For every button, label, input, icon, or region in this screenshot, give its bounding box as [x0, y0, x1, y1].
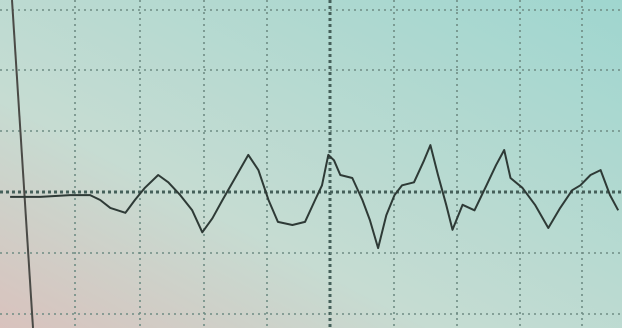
screen-background [0, 0, 622, 328]
page: (() => { const data = JSON.parse(documen… [0, 0, 622, 328]
scope-screen [0, 0, 622, 328]
